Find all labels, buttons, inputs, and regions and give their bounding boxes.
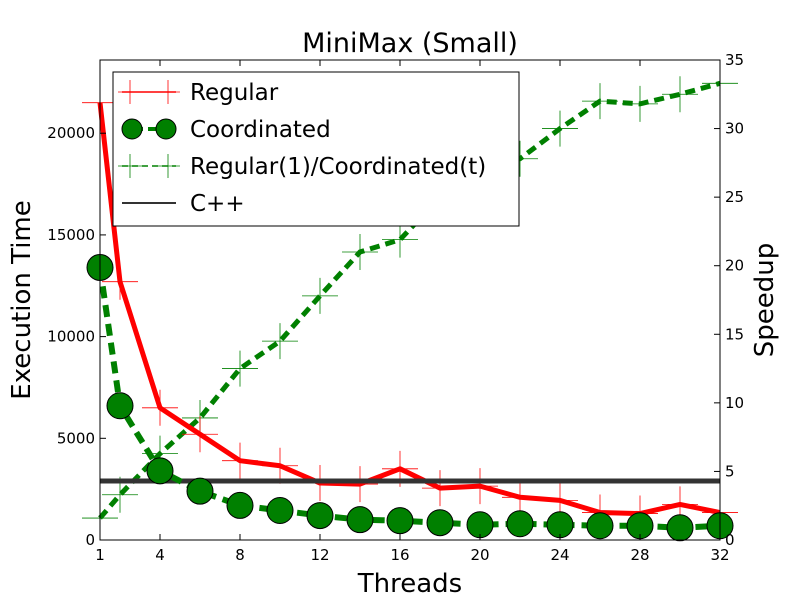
legend-marker-speedup [118, 154, 142, 178]
y-tick-label-right: 25 [725, 188, 744, 206]
y-tick-label-right: 30 [725, 120, 744, 138]
speedup-point [342, 234, 378, 270]
chart-title: MiniMax (Small) [302, 28, 518, 59]
coordinated-point [586, 512, 614, 540]
regular-point [422, 470, 458, 507]
coordinated-point [506, 510, 534, 538]
x-tick-label: 1 [95, 546, 105, 564]
coordinated-point [346, 506, 374, 534]
legend: Regular Coordinated Regular(1)/Coordinated… [112, 71, 520, 227]
regular-point [142, 389, 178, 426]
regular-point [342, 466, 378, 503]
coordinated-point [386, 507, 414, 535]
x-tick-label: 16 [390, 546, 409, 564]
y-tick-label-right: 10 [725, 394, 744, 412]
y-tick-label-right: 5 [725, 462, 735, 480]
x-axis-label: Threads [357, 569, 462, 599]
speedup-point [542, 110, 578, 147]
regular-point [222, 442, 258, 479]
y-tick-label-left: 5000 [57, 429, 95, 447]
y-tick-label-left: 20000 [47, 124, 95, 142]
y-axis-label-right: Speedup [750, 243, 780, 358]
coordinated-point [146, 457, 174, 485]
coordinated-point [266, 497, 294, 525]
speedup-series-line [98, 80, 721, 520]
coordinated-point [546, 511, 574, 539]
coordinated-point [306, 502, 334, 530]
legend-marker-coordinated [155, 118, 177, 140]
speedup-point [222, 350, 258, 387]
y-axis-label-left: Execution Time [7, 200, 37, 399]
ticks-layer: 1 4 8 12 16 20 24 28 320500010000150002000005101… [47, 51, 744, 564]
y-tick-label-left: 15000 [47, 226, 95, 244]
plot-frame [99, 59, 721, 541]
regular-point [502, 479, 538, 516]
regular-point [102, 263, 138, 300]
speedup-point [622, 85, 658, 122]
coordinated-point [226, 491, 254, 519]
x-tick-label: 4 [155, 546, 165, 564]
legend-marker-coordinated [121, 118, 143, 140]
legend-box [112, 71, 520, 227]
speedup-point [262, 323, 298, 360]
y-tick-label-right: 35 [725, 51, 744, 69]
coordinated-point [186, 477, 214, 505]
coordinated-point [466, 511, 494, 539]
y-tick-label-left: 10000 [47, 328, 95, 346]
x-tick-label: 20 [470, 546, 489, 564]
coordinated-point [106, 392, 134, 420]
coordinated-point [666, 514, 694, 542]
speedup-point [582, 83, 618, 120]
speedup-point [382, 221, 418, 258]
y-tick-label-right: 0 [725, 531, 735, 549]
regular-point [182, 416, 218, 453]
legend-items: Regular Coordinated Regular(1)/Coordinated… [118, 80, 486, 217]
regular-point [262, 447, 298, 484]
x-tick-label: 8 [235, 546, 245, 564]
x-tick-label: 32 [710, 546, 729, 564]
legend-label: Regular [190, 80, 279, 106]
legend-label: Coordinated [190, 117, 331, 143]
legend-label: C++ [190, 191, 245, 217]
legend-marker-regular [118, 80, 142, 104]
speedup-point [302, 277, 338, 314]
x-tick-label: 28 [630, 546, 649, 564]
coordinated-point [426, 509, 454, 537]
speedup-point [662, 76, 698, 113]
legend-label: Regular(1)/Coordinated(t) [190, 154, 486, 180]
legend-marker-regular [156, 80, 180, 104]
regular-point [462, 468, 498, 505]
series-layer [82, 65, 738, 542]
x-tick-label: 24 [550, 546, 569, 564]
legend-marker-speedup [156, 154, 180, 178]
y-tick-label-right: 20 [725, 257, 744, 275]
x-tick-label: 12 [310, 546, 329, 564]
y-tick-label-right: 15 [725, 325, 744, 343]
y-tick-label-left: 0 [85, 531, 95, 549]
